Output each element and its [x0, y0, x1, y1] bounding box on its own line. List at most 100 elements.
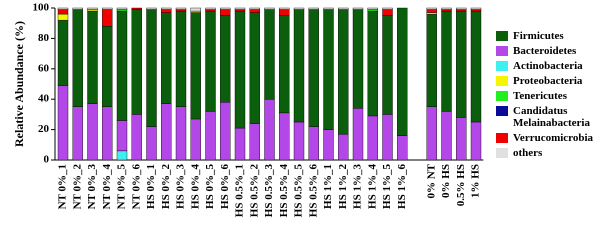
legend-item: Firmicutes	[496, 30, 610, 42]
x-tick-label: NT 0%_1	[57, 164, 69, 209]
legend-label: Actinobacteria	[513, 60, 583, 72]
bar-segment	[397, 135, 408, 161]
bar-segment	[338, 133, 349, 161]
legend-item: others	[496, 147, 610, 159]
x-tick-label: HS 0.5%_1	[234, 164, 246, 217]
bar-segment	[323, 129, 334, 161]
bar-segment	[175, 9, 187, 12]
legend-label: others	[513, 147, 543, 159]
bar-segment	[441, 10, 452, 112]
bar-segment	[175, 7, 187, 10]
legend-label: Candidatus Melainabacteria	[513, 105, 590, 129]
bar-segment	[146, 9, 157, 127]
x-tick-label: HS 0%_2	[160, 164, 172, 209]
bar-segment	[102, 106, 113, 161]
bar-segment	[352, 108, 364, 161]
x-tick-label: HS 0%_5	[204, 164, 216, 209]
bar-segment	[72, 106, 83, 161]
bar-segment	[234, 7, 246, 10]
figure: Relative Abundance (%) 0 20 40 60 80 100 NT 0%…	[12, 2, 610, 218]
x-tick-label: HS 0.5%_3	[263, 164, 275, 218]
bar-segment	[146, 126, 157, 161]
bar-segment	[190, 118, 201, 161]
x-tick-label: 1% HS	[470, 164, 482, 198]
bar-segment	[57, 19, 69, 86]
bar-segment	[426, 13, 437, 108]
x-tick-label: HS 1%_3	[352, 164, 364, 209]
x-tick-label: HS 0%_1	[145, 164, 157, 209]
bar-segment	[205, 9, 216, 12]
bar-segment	[87, 103, 98, 161]
bar-segment	[220, 15, 231, 103]
bar-segment	[456, 9, 467, 12]
bar-segment	[220, 7, 231, 10]
bar-segment	[367, 7, 378, 10]
bar-segment	[116, 7, 128, 10]
legend-swatch	[496, 106, 508, 116]
bar-segment	[293, 121, 305, 161]
bar-segment	[57, 9, 69, 15]
bar-segment	[249, 9, 260, 13]
legend-item: Actinobacteria	[496, 60, 610, 72]
x-tick-label: HS 1%_1	[322, 164, 334, 209]
x-tick-label: 0.5% HS	[455, 164, 467, 206]
bar-segment	[102, 7, 113, 10]
bar-segment	[293, 9, 305, 123]
bar-segment	[352, 7, 364, 10]
bar-segment	[279, 15, 290, 114]
x-tick-label: HS 1%_2	[337, 164, 349, 209]
bar-segment	[146, 7, 157, 10]
y-tick-label: 80	[38, 32, 50, 44]
x-tick-label: HS 1%_5	[381, 164, 393, 209]
x-tick-label: HS 0%_3	[175, 164, 187, 209]
legend-label: Tenericutes	[513, 90, 567, 102]
bar-segment	[470, 7, 482, 10]
bar-segment	[382, 7, 393, 10]
y-tick-label: 40	[38, 93, 50, 105]
bar-segment	[234, 9, 246, 12]
bar-segment	[249, 7, 260, 10]
bar-segment	[367, 9, 378, 12]
chart: Relative Abundance (%) 0 20 40 60 80 100 NT 0%…	[12, 2, 484, 218]
y-tick-label: 20	[38, 123, 50, 135]
x-tick-label: HS 1%_4	[366, 164, 378, 209]
bar-segment	[205, 111, 216, 161]
bar-segment	[456, 117, 467, 161]
bar-segment	[220, 102, 231, 161]
bar-segment	[441, 9, 452, 12]
bar-segment	[161, 103, 172, 161]
bar-segment	[279, 9, 290, 16]
legend-label: Firmicutes	[513, 30, 564, 42]
bar-segment	[116, 10, 128, 121]
bar-segment	[308, 126, 319, 161]
legend-item: Bacteroidetes	[496, 45, 610, 57]
bar-segment	[102, 9, 113, 27]
x-tick-label: HS 0%_4	[189, 164, 201, 209]
bar-segment	[441, 111, 452, 161]
x-tick-label: NT 0%_3	[86, 164, 98, 210]
bar-segment	[190, 7, 201, 12]
bar-segment	[426, 9, 437, 13]
x-tick-label: NT 0%_4	[101, 164, 113, 210]
y-tick-label: 60	[38, 62, 50, 74]
bar-segment	[382, 114, 393, 161]
x-tick-label: NT 0%_2	[71, 164, 83, 210]
x-tick-label: HS 0.5%_5	[293, 164, 305, 218]
bar-segment	[249, 12, 260, 124]
legend-swatch	[496, 46, 508, 56]
bar-segment	[264, 7, 275, 10]
legend-label: Verrucomicrobia	[513, 132, 594, 144]
bar-segment	[367, 115, 378, 161]
bar-segment	[234, 127, 246, 161]
bar-segment	[175, 106, 187, 161]
legend-item: Verrucomicrobia	[496, 132, 610, 144]
bar-segment	[382, 9, 393, 16]
x-tick-label: 0% NT	[425, 163, 437, 198]
bar-segment	[338, 7, 349, 10]
bar-segment	[116, 150, 128, 161]
bar-segment	[57, 85, 69, 161]
bar-segment	[116, 120, 128, 152]
bar-segment	[279, 112, 290, 161]
bar-segment	[205, 7, 216, 10]
legend-label: Proteobacteria	[513, 75, 583, 87]
